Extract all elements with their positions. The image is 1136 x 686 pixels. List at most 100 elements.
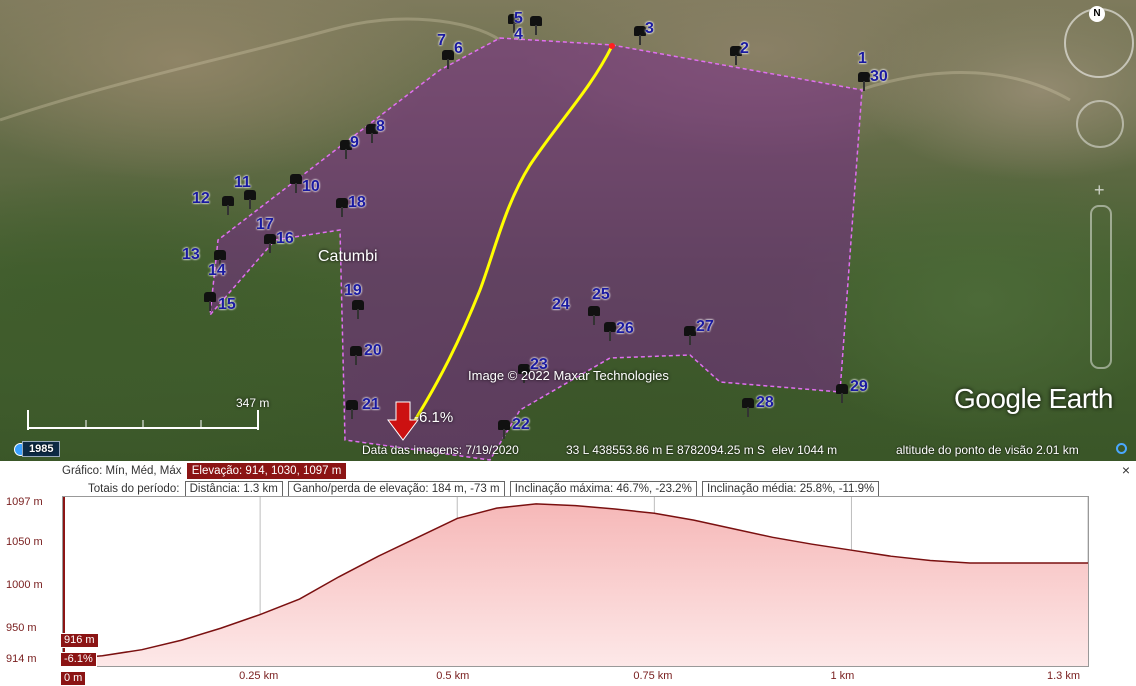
pin-label-4[interactable]: 4 [514, 26, 523, 43]
pushpin-icon[interactable] [340, 140, 352, 159]
scale-bar [27, 410, 259, 430]
pin-label-30[interactable]: 30 [870, 68, 888, 85]
elevation-readout: elev 1044 m [771, 443, 838, 457]
pin-label-27[interactable]: 27 [696, 318, 714, 335]
totals-label: Totais do período: [88, 483, 180, 495]
pin-label-26[interactable]: 26 [616, 320, 634, 337]
elevation-line [62, 503, 1088, 660]
pushpin-icon[interactable] [836, 384, 848, 403]
elevation-stat[interactable]: Elevação: 914, 1030, 1097 m [186, 463, 347, 479]
graph-stats-row: Gráfico: Mín, Méd, Máx Elevação: 914, 10… [62, 463, 347, 479]
pushpin-icon[interactable] [264, 234, 276, 253]
pin-label-5[interactable]: 5 [514, 10, 523, 27]
pushpin-icon[interactable] [244, 190, 256, 209]
x-tick-label: 1.3 km [1047, 670, 1081, 682]
scale-label: 347 m [236, 396, 270, 410]
pin-label-9[interactable]: 9 [350, 134, 359, 151]
pushpin-icon[interactable] [350, 346, 362, 365]
pushpin-icon[interactable] [336, 198, 348, 217]
compass-north-button[interactable]: N [1089, 6, 1105, 22]
place-label: Catumbi [318, 248, 378, 265]
pushpin-icon[interactable] [508, 14, 520, 33]
pin-label-18[interactable]: 18 [348, 194, 366, 211]
pushpin-icon[interactable] [634, 26, 646, 45]
eye-altitude-readout: altitude do ponto de visão 2.01 km [896, 443, 1079, 457]
pin-label-29[interactable]: 29 [850, 378, 868, 395]
pin-label-1[interactable]: 1 [858, 50, 867, 67]
pushpin-icon[interactable] [346, 400, 358, 419]
close-button[interactable]: × [1121, 462, 1130, 478]
totals-row: Totais do período: Distância: 1.3 km Gan… [88, 481, 880, 497]
elevation-profile-chart[interactable] [62, 496, 1089, 667]
pushpin-icon[interactable] [604, 322, 616, 341]
status-bar: 1985 Data das imagens: 7/19/2020 33 L 43… [0, 438, 1136, 461]
google-earth-logo: Google Earth [954, 383, 1114, 414]
pushpin-icon[interactable] [214, 250, 226, 269]
pushpin-icon[interactable] [858, 72, 870, 91]
cursor-slope-tag: -6.1% [60, 652, 97, 667]
pushpin-icon[interactable] [684, 326, 696, 345]
imagery-date: Data das imagens: 7/19/2020 [362, 443, 519, 457]
pin-label-3[interactable]: 3 [645, 20, 654, 37]
pin-label-21[interactable]: 21 [362, 396, 380, 413]
look-control-icon[interactable] [1076, 100, 1124, 148]
pin-label-22[interactable]: 22 [512, 416, 530, 433]
pushpin-icon[interactable] [352, 300, 364, 319]
coordinates-readout: 33 L 438553.86 m E 8782094.25 m S elev 1… [566, 443, 837, 457]
pin-label-20[interactable]: 20 [364, 342, 382, 359]
pin-label-24[interactable]: 24 [552, 296, 570, 313]
pin-label-13[interactable]: 13 [182, 246, 200, 263]
pushpin-icon[interactable] [588, 306, 600, 325]
pin-label-7[interactable]: 7 [437, 32, 446, 49]
area-polygon [209, 37, 863, 461]
pushpin-icon[interactable] [742, 398, 754, 417]
y-tick-label: 1050 m [6, 536, 43, 549]
zoom-in-icon[interactable]: + [1094, 180, 1105, 200]
position-marker-arrow [387, 401, 419, 441]
terrain-ridge [859, 71, 1071, 102]
pushpin-icon[interactable] [530, 16, 542, 35]
pin-label-15[interactable]: 15 [218, 296, 236, 313]
map-view[interactable]: 1 30 2 3 4 5 6 7 8 9 10 11 12 13 14 15 1… [0, 0, 1136, 461]
pushpin-icon[interactable] [204, 292, 216, 311]
pin-label-14[interactable]: 14 [208, 262, 226, 279]
pin-label-12[interactable]: 12 [192, 190, 210, 207]
imagery-year-badge[interactable]: 1985 [22, 441, 61, 457]
pin-label-16[interactable]: 16 [276, 230, 294, 247]
y-tick-label: 1000 m [6, 579, 43, 592]
max-slope-stat[interactable]: Inclinação máxima: 46.7%, -23.2% [509, 481, 697, 497]
y-tick-label: 914 m [6, 652, 37, 665]
pin-label-8[interactable]: 8 [376, 118, 385, 135]
pin-label-17[interactable]: 17 [256, 216, 274, 233]
elevation-gain-stat[interactable]: Ganho/perda de elevação: 184 m, -73 m [288, 481, 505, 497]
pin-label-10[interactable]: 10 [302, 178, 320, 195]
cursor-elevation-tag: 916 m [60, 633, 99, 648]
imagery-copyright: Image © 2022 Maxar Technologies [468, 368, 669, 383]
pin-label-6[interactable]: 6 [454, 40, 463, 57]
pushpin-icon[interactable] [498, 420, 510, 439]
chart-svg[interactable] [62, 497, 1089, 666]
pushpin-icon[interactable] [366, 124, 378, 143]
pin-label-11[interactable]: 11 [234, 174, 251, 191]
zoom-slider-icon[interactable] [1090, 205, 1112, 369]
elevation-path-line [410, 45, 614, 426]
pin-label-23[interactable]: 23 [530, 356, 548, 373]
path-start-point [609, 43, 615, 49]
avg-slope-stat[interactable]: Inclinação média: 25.8%, -11.9% [702, 481, 880, 497]
distance-stat[interactable]: Distância: 1.3 km [184, 481, 283, 497]
elevation-area [63, 503, 1088, 666]
x-tick-label: 0.5 km [436, 670, 470, 682]
pin-label-19[interactable]: 19 [344, 282, 362, 299]
pushpin-icon[interactable] [290, 174, 302, 193]
marker-slope-label: -6.1% [414, 409, 454, 426]
pushpin-icon[interactable] [442, 50, 454, 69]
pushpin-icon[interactable] [518, 364, 530, 383]
pushpin-icon[interactable] [730, 46, 742, 65]
x-tick-label: 1 km [830, 670, 855, 682]
pushpin-icon[interactable] [222, 196, 234, 215]
y-tick-label: 1097 m [6, 495, 43, 508]
pin-label-2[interactable]: 2 [740, 40, 749, 57]
pin-label-28[interactable]: 28 [756, 394, 774, 411]
pin-label-25[interactable]: 25 [592, 286, 610, 303]
cursor-distance-tag: 0 m [60, 671, 87, 686]
